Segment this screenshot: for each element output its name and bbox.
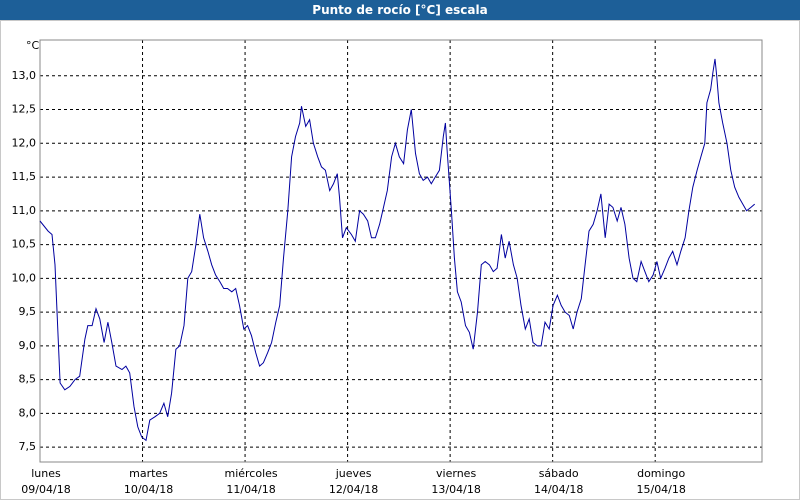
y-tick-label: 12,0 [12, 136, 37, 149]
x-tick-date: 15/04/18 [636, 483, 685, 496]
x-tick-label: viernes [436, 467, 476, 480]
x-tick-label: sábado [539, 467, 579, 480]
y-tick-label: 13,0 [12, 69, 37, 82]
data-line [39, 58, 756, 442]
x-tick-label: jueves [335, 467, 372, 480]
x-tick-label: domingo [637, 467, 685, 480]
y-tick-label: 7,5 [19, 440, 37, 453]
y-tick-label: 12,5 [12, 103, 37, 116]
title-bar: Punto de rocío [°C] escala [0, 0, 800, 20]
y-tick-label: 11,0 [12, 204, 37, 217]
frame [0, 20, 800, 500]
y-tick-label: 11,5 [12, 170, 37, 183]
x-tick-date: 10/04/18 [124, 483, 173, 496]
y-tick-label: 10,5 [12, 238, 37, 251]
y-axis-label: °C [26, 39, 40, 52]
x-tick-label: martes [129, 467, 168, 480]
y-tick-label: 9,5 [19, 305, 37, 318]
plot-border [39, 39, 763, 463]
y-tick-label: 8,5 [19, 373, 37, 386]
x-tick-date: 14/04/18 [534, 483, 583, 496]
x-tick-date: 13/04/18 [431, 483, 480, 496]
x-tick-date: 09/04/18 [21, 483, 70, 496]
x-tick-label: miércoles [224, 467, 277, 480]
x-tick-label: lunes [31, 467, 61, 480]
x-tick-date: 11/04/18 [226, 483, 275, 496]
y-tick-label: 9,0 [19, 339, 37, 352]
y-tick-label: 10,0 [12, 271, 37, 284]
x-tick-date: 12/04/18 [329, 483, 378, 496]
y-tick-label: 8,0 [19, 406, 37, 419]
